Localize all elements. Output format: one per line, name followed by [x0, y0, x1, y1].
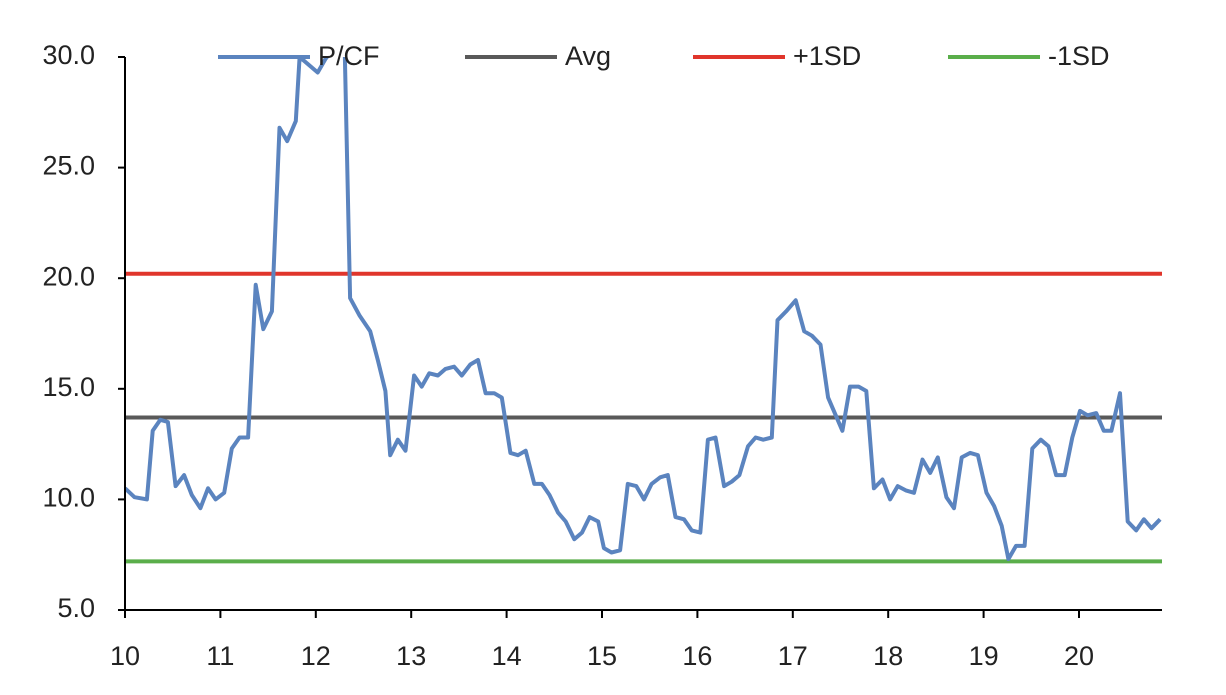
- x-tick-label: 14: [492, 641, 522, 671]
- y-tick-label: 10.0: [42, 483, 95, 513]
- x-tick-label: 17: [778, 641, 808, 671]
- x-tick-label: 12: [301, 641, 331, 671]
- x-tick-label: 13: [396, 641, 426, 671]
- x-tick-label: 20: [1064, 641, 1094, 671]
- y-tick-label: 5.0: [57, 593, 95, 623]
- legend-label: P/CF: [318, 41, 380, 71]
- x-tick-label: 11: [206, 641, 234, 671]
- y-tick-label: 30.0: [42, 40, 95, 70]
- x-tick-label: 19: [969, 641, 999, 671]
- plot-area: [125, 57, 1162, 564]
- x-tick-label: 18: [873, 641, 903, 671]
- y-tick-label: 20.0: [42, 261, 95, 291]
- data-line: [125, 57, 1162, 562]
- x-tick-label: 15: [587, 641, 617, 671]
- legend-label: -1SD: [1048, 41, 1110, 71]
- legend-label: Avg: [565, 41, 611, 71]
- y-tick-label: 15.0: [42, 372, 95, 402]
- legend-label: +1SD: [793, 41, 861, 71]
- y-tick-label: 25.0: [42, 151, 95, 181]
- x-tick-label: 16: [682, 641, 712, 671]
- x-tick-label: 10: [110, 641, 140, 671]
